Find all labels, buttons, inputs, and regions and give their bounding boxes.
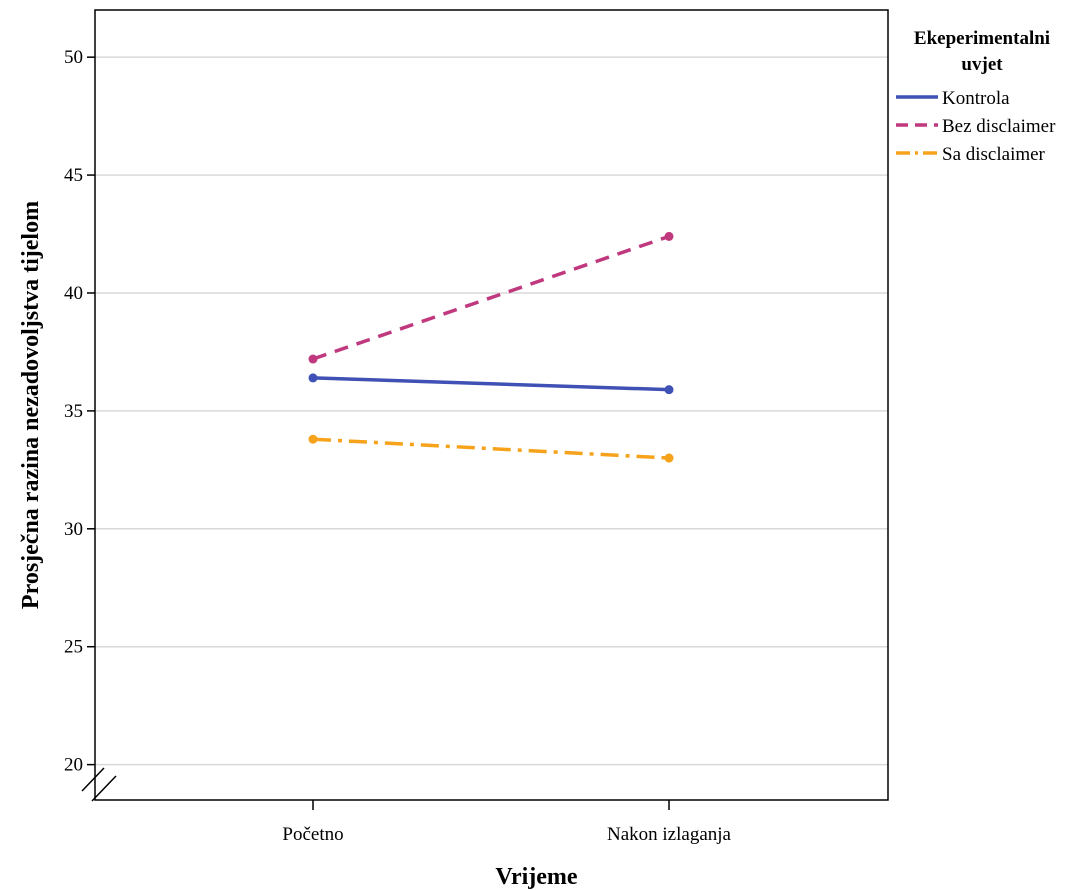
y-tick-label: 50 (64, 47, 83, 68)
legend-label: Bez disclaimer (942, 116, 1056, 137)
axis-break-mark (81, 767, 105, 792)
series-line-sa-disclaimer (312, 437, 670, 460)
y-axis: 20 25 30 35 40 45 50 (64, 47, 95, 776)
x-tick-label: Nakon izlaganja (607, 824, 732, 845)
data-point-bez-disclaimer (308, 354, 318, 364)
y-tick-label: 40 (64, 283, 83, 304)
y-tick-label: 35 (64, 401, 83, 422)
gridlines (95, 56, 888, 766)
axis-break-icon (81, 767, 117, 802)
legend-label: Sa disclaimer (942, 144, 1046, 165)
plot-frame (94, 9, 889, 801)
y-tick-label: 25 (64, 637, 83, 658)
data-point-kontrola (664, 385, 674, 395)
legend-items: Kontrola Bez disclaimer Sa disclaimer (896, 88, 1056, 165)
x-axis: Početno Nakon izlaganja (282, 800, 732, 845)
legend-label: Kontrola (942, 88, 1010, 109)
legend-title-line-2: uvjet (961, 54, 1003, 75)
series-line-kontrola (312, 376, 670, 392)
legend-title-line-1: Ekeperimentalni (914, 28, 1050, 49)
axis-break-mark (91, 775, 117, 802)
y-axis-title: Prosječna razina nezadovoljstva tijelom (18, 201, 44, 609)
data-point-kontrola (308, 373, 318, 383)
data-point-sa-disclaimer (664, 453, 674, 463)
y-tick-label: 20 (64, 755, 83, 776)
y-tick-label: 30 (64, 519, 83, 540)
data-point-sa-disclaimer (308, 434, 318, 444)
legend: Ekeperimentalni uvjet Kontrola Bez discla… (896, 28, 1056, 165)
x-axis-title: Vrijeme (495, 864, 578, 890)
series-line-bez-disclaimer (312, 234, 670, 361)
x-tick-label: Početno (282, 824, 343, 845)
data-point-bez-disclaimer (664, 231, 674, 241)
y-tick-label: 45 (64, 165, 83, 186)
series-layer (308, 231, 674, 463)
